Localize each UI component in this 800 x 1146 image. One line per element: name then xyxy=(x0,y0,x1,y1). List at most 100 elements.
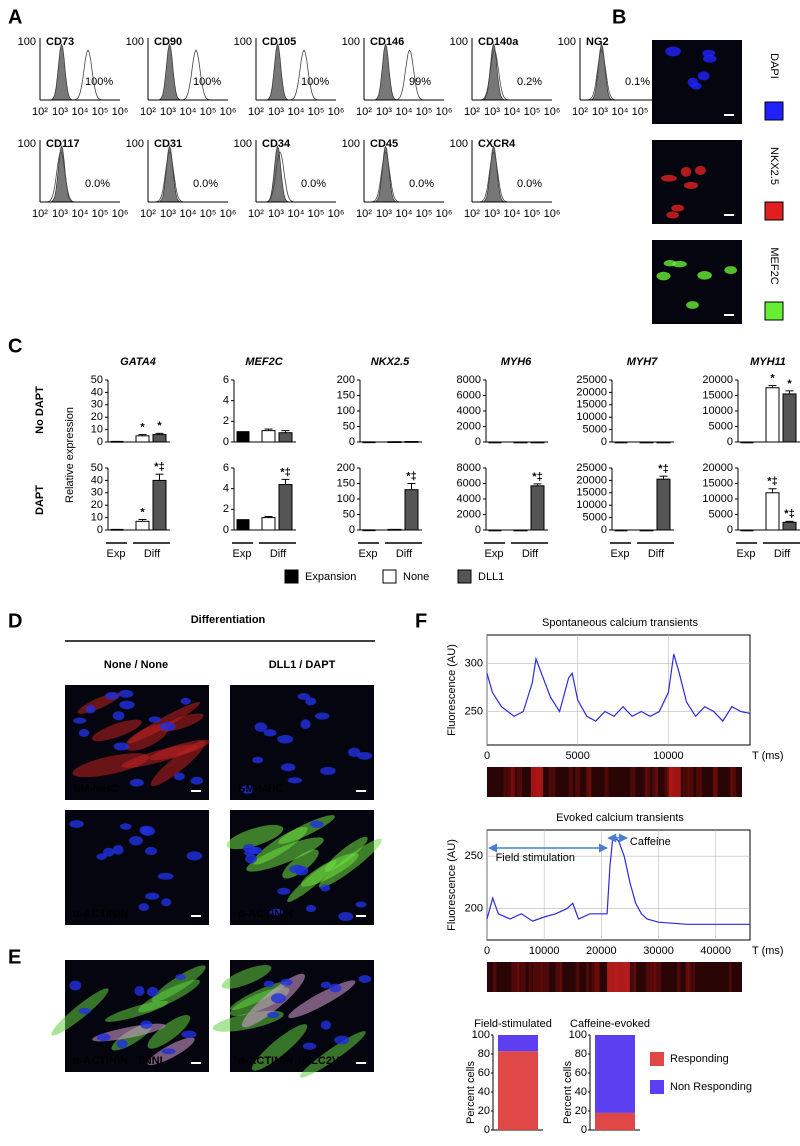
nucleus xyxy=(116,1039,128,1049)
kymograph-band xyxy=(730,767,733,797)
marker-name: CD105 xyxy=(262,36,296,48)
group-label: Exp xyxy=(485,548,504,560)
x-tick-label: 0 xyxy=(484,750,490,762)
marker-percent: 0.2% xyxy=(517,76,542,88)
y-tick-label: 5000 xyxy=(709,420,733,432)
kymograph-band xyxy=(686,962,692,992)
gene-title: MEF2C xyxy=(245,356,283,368)
micrograph xyxy=(652,240,742,324)
significance: *‡ xyxy=(658,463,668,475)
kymograph-band xyxy=(516,767,523,797)
y-tick-label: 40 xyxy=(91,474,103,486)
panel-label: F xyxy=(415,610,427,632)
nucleus xyxy=(355,901,367,908)
stain-label: SM-MHC xyxy=(73,783,118,795)
y-tick-label: 2000 xyxy=(457,420,481,432)
x-tick-label: 10⁴ xyxy=(612,106,629,118)
kymograph-band xyxy=(634,962,637,992)
nucleus xyxy=(297,693,311,700)
x-tick-label: 10³ xyxy=(376,106,392,118)
kymograph-band xyxy=(548,767,553,797)
kymograph-band xyxy=(655,962,662,992)
nucleus xyxy=(357,752,373,760)
nucleus xyxy=(697,271,712,280)
x-tick-label: 10⁵ xyxy=(416,106,433,118)
kymograph xyxy=(487,767,742,797)
nucleus xyxy=(305,904,317,913)
kymograph-band xyxy=(511,962,517,992)
x-tick-label: 10⁵ xyxy=(92,106,109,118)
channel-label: DAPI xyxy=(768,53,780,79)
bar xyxy=(656,478,671,531)
bar xyxy=(639,529,654,532)
fiber xyxy=(104,1000,169,1022)
fiber xyxy=(251,1024,308,1071)
y-tick-label: 25000 xyxy=(576,462,607,474)
significance: * xyxy=(770,372,775,384)
bar xyxy=(782,393,797,443)
nucleus xyxy=(320,981,332,989)
nucleus xyxy=(138,903,150,911)
kymograph-band xyxy=(685,962,690,992)
nucleus xyxy=(120,823,132,830)
nucleus xyxy=(73,717,87,724)
y-tick-label: 5000 xyxy=(583,424,607,436)
y-max-label: 100 xyxy=(18,138,36,150)
nucleus xyxy=(112,844,124,855)
kymograph-band xyxy=(528,962,532,992)
x-tick-label: 10³ xyxy=(484,208,500,220)
significance: *‡ xyxy=(532,471,542,483)
x-tick-label: 10⁴ xyxy=(396,106,413,118)
nucleus xyxy=(300,719,311,730)
nucleus xyxy=(661,174,677,182)
bar xyxy=(278,484,293,531)
nucleus xyxy=(175,973,187,981)
y-tick-label: 0 xyxy=(349,524,355,536)
x-tick-label: 10⁴ xyxy=(396,208,413,220)
x-tick-label: 10⁴ xyxy=(180,106,197,118)
y-tick-label: 30 xyxy=(91,487,103,499)
nucleus xyxy=(329,983,342,993)
channel-label: MEF2C xyxy=(768,247,780,284)
y-tick-label: 15000 xyxy=(576,399,607,411)
scale-bar xyxy=(191,1062,201,1064)
nucleus xyxy=(161,1048,176,1055)
legend-swatch xyxy=(284,569,299,584)
significance: * xyxy=(140,506,145,518)
y-tick-label: 15000 xyxy=(576,487,607,499)
bar xyxy=(236,431,250,443)
scale-bar xyxy=(191,790,201,792)
histogram-isotype xyxy=(472,145,552,203)
x-tick-label: 10⁴ xyxy=(180,208,197,220)
fiber xyxy=(246,837,324,872)
plot-frame xyxy=(486,829,751,941)
bar xyxy=(740,529,754,532)
y-tick-label: 50 xyxy=(91,374,103,386)
bar xyxy=(782,521,797,531)
y-tick-label: 10000 xyxy=(576,411,607,423)
y-tick-label: 60 xyxy=(575,1067,587,1079)
y-tick-label: 0 xyxy=(601,436,607,448)
y-max-label: 100 xyxy=(126,138,144,150)
y-tick-label: 4000 xyxy=(457,405,481,417)
bar xyxy=(488,529,502,532)
marker-name: CXCR4 xyxy=(478,138,516,150)
x-tick-label: 10⁶ xyxy=(328,208,345,220)
x-tick-label: 10⁶ xyxy=(220,208,237,220)
kymograph-band xyxy=(668,767,681,797)
nucleus xyxy=(347,747,361,757)
x-tick-label: 10⁶ xyxy=(436,106,453,118)
y-max-label: 100 xyxy=(234,36,252,48)
y-tick-label: 50 xyxy=(343,508,355,520)
y-tick-label: 20000 xyxy=(702,462,733,474)
nucleus xyxy=(144,846,157,856)
nucleus xyxy=(161,898,172,907)
nucleus xyxy=(134,985,145,996)
y-max-label: 100 xyxy=(234,138,252,150)
x-tick-label: 10⁵ xyxy=(200,106,217,118)
x-tick-label: 10⁶ xyxy=(220,106,237,118)
x-tick-label: 10² xyxy=(140,208,156,220)
scale-bar xyxy=(724,314,734,316)
legend-swatch xyxy=(457,569,472,584)
nucleus xyxy=(252,756,264,764)
